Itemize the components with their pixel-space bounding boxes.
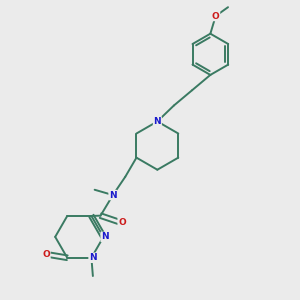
Text: N: N xyxy=(101,232,109,242)
Text: N: N xyxy=(154,117,161,126)
Text: N: N xyxy=(109,190,117,200)
Text: N: N xyxy=(89,253,97,262)
Text: O: O xyxy=(42,250,50,259)
Text: O: O xyxy=(118,218,126,226)
Text: O: O xyxy=(212,11,220,20)
